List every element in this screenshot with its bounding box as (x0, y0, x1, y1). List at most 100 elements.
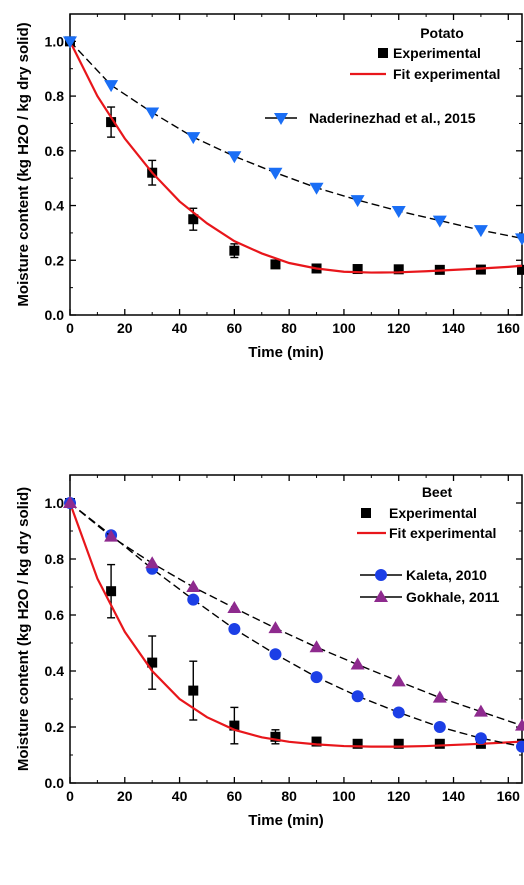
legend-label: Experimental (393, 45, 481, 61)
legend-marker (378, 48, 388, 58)
series-line (69, 502, 523, 727)
data-point (310, 671, 323, 684)
data-point (515, 718, 524, 731)
legend-label: Fit experimental (389, 525, 496, 541)
y-tick-label: 0.4 (45, 663, 65, 679)
data-point (391, 206, 406, 219)
x-tick-label: 40 (172, 788, 188, 804)
legend-title: Potato (420, 25, 464, 41)
data-point (352, 738, 363, 749)
data-point (432, 215, 447, 228)
series-line (69, 40, 523, 274)
plot-frame (69, 474, 523, 784)
data-point (229, 720, 240, 731)
data-point (473, 225, 488, 238)
data-point (393, 738, 404, 749)
x-tick-label: 140 (442, 320, 466, 336)
legend-label: Gokhale, 2011 (406, 589, 500, 605)
data-point (145, 556, 160, 569)
series-3 (63, 36, 524, 246)
x-tick-label: 120 (387, 320, 411, 336)
x-tick-label: 80 (281, 788, 297, 804)
data-point (63, 496, 77, 508)
data-point (473, 704, 488, 717)
data-point (517, 264, 524, 275)
series-4 (63, 496, 524, 731)
x-tick-label: 0 (66, 320, 74, 336)
data-point (269, 648, 282, 661)
y-tick-label: 0.6 (45, 607, 65, 623)
legend-marker (374, 590, 388, 602)
data-point (104, 80, 119, 93)
data-point (392, 706, 405, 719)
data-point (268, 167, 283, 180)
data-point (350, 657, 365, 670)
x-tick-label: 160 (497, 320, 521, 336)
y-axis-title: Moisture content (kg H2O / kg dry solid) (15, 487, 32, 771)
data-point (311, 736, 322, 747)
data-point (145, 107, 160, 120)
data-point (227, 601, 242, 613)
data-point (309, 182, 324, 195)
x-tick-label: 140 (442, 788, 466, 804)
legend-label: Naderinezhad et al., 2015 (309, 110, 476, 126)
y-tick-label: 0.2 (45, 719, 65, 735)
data-point (104, 529, 119, 542)
data-point (350, 195, 365, 208)
x-tick-label: 0 (66, 788, 74, 804)
x-tick-label: 20 (117, 320, 133, 336)
y-axis-title: Moisture content (kg H2O / kg dry solid) (15, 22, 32, 306)
x-axis-title: Time (min) (248, 344, 324, 361)
x-tick-label: 60 (227, 788, 243, 804)
y-tick-label: 0.4 (45, 198, 65, 214)
legend-marker (361, 508, 371, 518)
legend-label: Fit experimental (393, 66, 500, 82)
data-point (351, 690, 364, 703)
series-2 (69, 40, 523, 274)
data-point (515, 233, 524, 246)
y-tick-label: 0.8 (45, 551, 65, 567)
legend: Beet Experimental Fit experimental Kaleta, … (357, 484, 500, 605)
x-tick-label: 40 (172, 320, 188, 336)
y-tick-label: 1.0 (45, 495, 65, 511)
data-point (391, 674, 406, 687)
data-point (188, 685, 199, 696)
chart-panel-2: 0 20 40 60 80 100 120 140 160 0.0 0.2 0.4 0.6 0.8 1.0 T… (15, 474, 524, 829)
y-tick-label: 0.8 (45, 88, 65, 104)
legend-marker (274, 113, 288, 125)
data-point (188, 214, 199, 225)
data-point (474, 732, 487, 745)
legend-marker (375, 569, 387, 581)
data-point (516, 740, 524, 753)
data-point (186, 580, 201, 592)
data-point (147, 657, 158, 668)
data-point (106, 117, 117, 128)
legend: Potato Experimental Fit experimental Naderi… (265, 25, 500, 126)
legend-label: Experimental (389, 505, 477, 521)
data-point (186, 132, 201, 145)
y-tick-label: 0.0 (45, 307, 65, 323)
data-point (434, 738, 445, 749)
data-point (393, 264, 404, 275)
data-point (433, 721, 446, 733)
y-tick-label: 0.0 (45, 775, 65, 791)
x-tick-label: 160 (497, 788, 521, 804)
legend-title: Beet (422, 484, 453, 500)
data-point (270, 731, 281, 742)
data-point (63, 36, 77, 49)
x-tick-label: 20 (117, 788, 133, 804)
chart-panel-1: 0 20 40 60 80 100 120 140 160 0.0 0.2 0.4 0.6 0.8 1.0 T… (15, 13, 524, 361)
data-point (268, 621, 283, 634)
x-tick-label: 100 (332, 320, 356, 336)
series-line (68, 502, 523, 748)
legend-label: Kaleta, 2010 (406, 567, 487, 583)
plot-frame (69, 13, 523, 316)
series-2 (68, 502, 523, 748)
data-point (187, 593, 200, 606)
x-tick-label: 80 (281, 320, 297, 336)
data-point (106, 586, 117, 597)
series-line (69, 502, 523, 748)
x-tick-label: 60 (227, 320, 243, 336)
